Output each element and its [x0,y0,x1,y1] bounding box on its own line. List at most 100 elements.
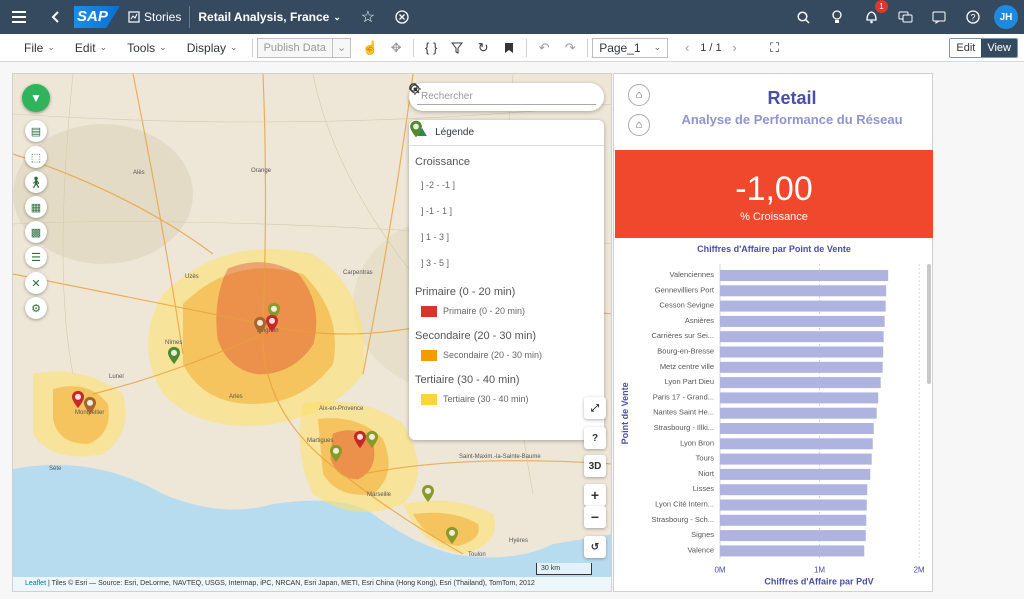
publish-dropdown-button[interactable]: ⌄ [332,37,352,58]
kpi-tile[interactable]: -1,00 % Croissance [615,150,933,238]
store-icon[interactable]: ⌂ [628,84,650,106]
expand-tools-button[interactable]: ▼ [22,84,50,112]
chevron-left-icon[interactable]: ‹ [685,40,690,55]
help-icon[interactable]: ? [960,4,986,30]
tools-menu[interactable]: Tools ⌄ [117,34,177,61]
move-icon[interactable]: ✥ [390,39,402,55]
search-icon[interactable] [790,4,816,30]
map-place-label: Martigues [307,438,334,444]
stories-label: Stories [144,10,182,24]
layers-icon[interactable]: ▤ [25,120,47,142]
lightbulb-icon[interactable] [824,4,850,30]
growth-title: Croissance [415,156,471,168]
zone-group-title: Tertiaire (30 - 40 min) [415,374,520,386]
help-button[interactable]: ? [584,427,606,449]
legend-header[interactable]: ⛰ Légende [409,120,604,146]
bell-icon[interactable]: 1 [858,0,888,30]
bar[interactable] [720,468,871,480]
stories-icon [128,11,140,23]
legend-item-label: Secondaire (20 - 30 min) [443,350,543,360]
bar[interactable] [720,514,867,526]
divider [587,38,589,57]
3d-button[interactable]: 3D [584,455,606,477]
braces-icon[interactable]: { } [425,40,438,55]
bookmark-icon[interactable] [496,42,522,54]
chevron-down-icon: ⌄ [99,42,108,52]
chevron-right-icon[interactable]: › [732,40,737,55]
map-place-label: Sète [49,466,62,472]
chevron-left-icon[interactable] [42,4,68,30]
chart-scrollbar[interactable] [927,264,931,384]
y-tick-label: Strasbourg - Illki... [654,423,714,432]
avatar[interactable]: JH [994,5,1018,29]
map-place-label: Toulon [468,552,486,558]
bar[interactable] [720,499,867,511]
stories-link[interactable]: Stories [128,10,181,24]
map-search[interactable]: Rechercher [409,83,604,111]
search-input[interactable]: Rechercher [417,89,596,105]
zoom-in-button[interactable]: + [584,484,606,506]
bar[interactable] [720,423,874,434]
reset-view-icon[interactable]: ↺ [584,536,606,558]
bar[interactable] [720,285,887,297]
display-menu-label: Display [186,40,227,55]
file-menu[interactable]: File ⌄ [14,34,65,61]
bar[interactable] [720,300,886,312]
leaflet-link[interactable]: Leaflet [25,580,47,587]
page-select[interactable]: Page_1 ⌄ [592,37,669,58]
y-tick-label: Valence [687,545,714,554]
tools-icon[interactable]: ✕ [25,272,47,294]
bar[interactable] [720,331,884,343]
chevron-down-icon: ⌄ [333,11,341,22]
display-menu[interactable]: Display ⌄ [177,34,248,61]
redo-icon[interactable]: ↷ [564,39,576,55]
view-button[interactable]: View [981,39,1017,57]
heatmap-icon[interactable]: ▩ [25,221,47,243]
bar[interactable] [720,346,884,358]
feedback-icon[interactable] [926,4,952,30]
story-title[interactable]: Retail Analysis, France ⌄ [198,10,341,24]
locate-icon[interactable] [409,83,421,95]
y-tick-label: Valenciennes [670,270,715,279]
bar[interactable] [720,484,868,496]
bar[interactable] [720,392,879,404]
hand-icon[interactable]: ☝ [362,39,379,55]
undo-icon[interactable]: ↶ [538,39,550,55]
select-area-icon[interactable]: ⬚ [25,146,47,168]
close-circle-icon[interactable] [389,4,415,30]
bar[interactable] [720,377,881,389]
star-icon[interactable]: ☆ [360,9,376,26]
expand-icon[interactable]: ⤢ [584,397,606,419]
bar-chart[interactable]: 0M 1M 2M Valenciennes Gennevilliers Port Cess… [614,254,934,593]
divider [189,6,191,28]
chat-icon[interactable] [892,4,918,30]
filter-icon[interactable] [444,42,470,54]
bar[interactable] [720,530,866,542]
bar[interactable] [720,315,885,327]
settings-globe-icon[interactable]: ⚙ [25,297,47,319]
store-icon[interactable]: ⌂ [628,114,650,136]
y-tick-label: Gennevilliers Port [655,285,715,294]
bar[interactable] [720,361,883,373]
sap-logo[interactable]: SAP [74,6,120,28]
map-widget[interactable]: Avignon Montpellier Marseille Arles Nîme… [12,73,612,592]
edit-button[interactable]: Edit [956,42,976,54]
fullscreen-icon[interactable]: ⛶ [770,39,780,55]
map-place-label: Nîmes [165,340,183,346]
bar[interactable] [720,407,877,419]
bar[interactable] [720,270,889,281]
terrain-area [13,124,193,264]
zoom-out-button[interactable]: − [584,506,606,528]
pedestrian-icon[interactable]: 🚶︎ [25,171,47,193]
bar[interactable] [720,438,873,450]
refresh-icon[interactable]: ↻ [477,39,489,55]
bar[interactable] [720,453,872,465]
x-axis-label: Chiffres d'Affaire par PdV [764,577,873,587]
map-place-label: Lunel [109,374,124,380]
edit-menu[interactable]: Edit ⌄ [65,34,117,61]
publish-data-button[interactable]: Publish Data [256,37,333,58]
bar[interactable] [720,545,865,557]
table-icon[interactable]: ☰ [25,246,47,268]
map-fold-icon[interactable]: ▦ [25,196,47,218]
hamburger-icon[interactable] [6,4,32,30]
